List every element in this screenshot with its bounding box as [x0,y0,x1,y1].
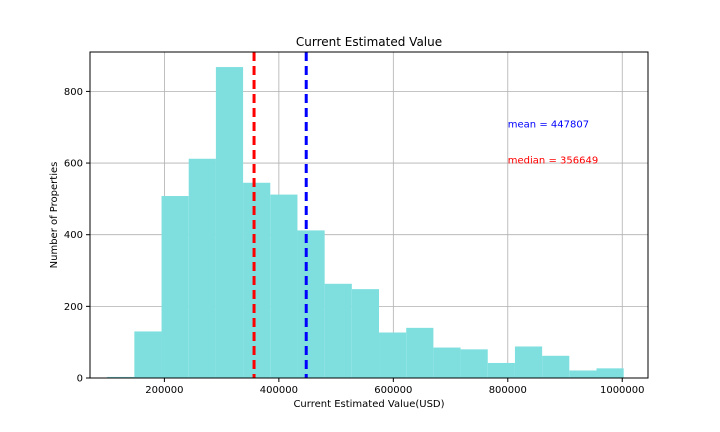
histogram-bar [460,349,488,378]
x-tick-label: 200000 [145,385,183,396]
histogram-bar [324,283,352,378]
y-tick-label: 800 [64,87,83,98]
y-tick-label: 400 [64,230,83,241]
histogram-bar [487,362,515,378]
chart-title: Current Estimated Value [296,35,442,49]
y-tick-label: 0 [77,374,83,385]
y-tick-label: 600 [64,159,83,170]
histogram-bar [569,370,597,378]
histogram-bar [379,332,407,378]
histogram-bar [243,182,271,378]
median-annotation: median = 356649 [508,155,598,166]
histogram-bar [188,158,216,378]
histogram-bar [406,327,434,378]
histogram-bar [542,355,570,378]
histogram-bar [270,194,298,378]
histogram-bar [351,289,380,378]
histogram-bar [596,368,624,378]
x-axis-label: Current Estimated Value(USD) [293,399,444,410]
histogram-bar [297,230,325,378]
histogram-bars [107,67,624,379]
histogram-bar [215,67,244,379]
histogram-bar [161,196,189,378]
x-tick-label: 1000000 [600,385,645,396]
x-tick-label: 400000 [260,385,298,396]
y-axis-label: Number of Properties [49,162,60,269]
x-tick-label: 600000 [374,385,412,396]
reference-lines [252,52,308,378]
histogram-bar [134,331,162,378]
histogram-bar [433,347,461,378]
histogram-bar [107,376,135,378]
histogram-bar [514,346,543,378]
annotations: median = 356649 mean = 447807 [508,120,598,167]
x-tick-label: 800000 [489,385,527,396]
y-tick-label: 200 [64,302,83,313]
mean-annotation: mean = 447807 [508,120,589,131]
plot-frame [89,51,649,379]
axis-ticks: 200000 400000 600000 800000 1000000 0 200 400 60… [64,87,645,396]
